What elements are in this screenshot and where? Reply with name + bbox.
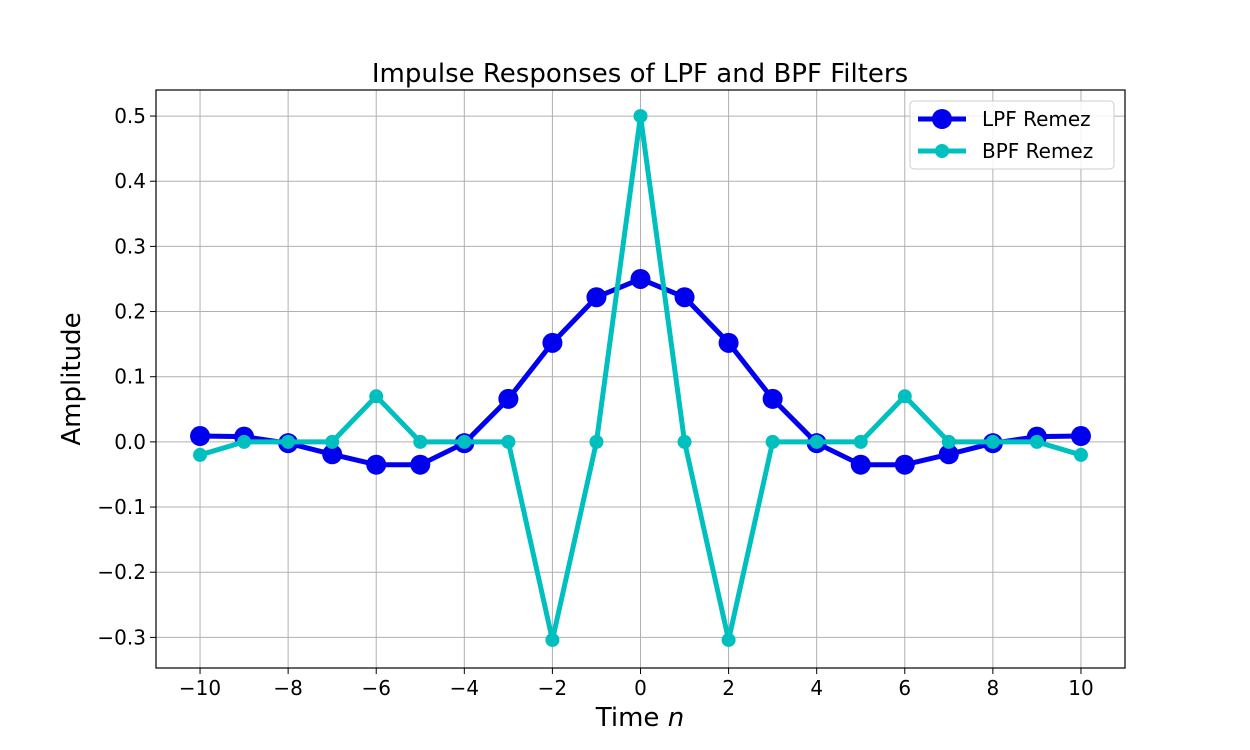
y-tick-label: −0.1 <box>97 495 146 519</box>
data-point <box>498 388 519 409</box>
data-point <box>413 434 428 449</box>
y-tick-label: 0.2 <box>114 300 146 324</box>
legend: LPF Remez BPF Remez <box>909 100 1115 170</box>
data-point <box>586 287 607 308</box>
data-point <box>190 426 211 447</box>
x-tick-label: −6 <box>361 676 390 700</box>
data-point <box>894 454 915 475</box>
data-point <box>369 389 384 404</box>
x-tick-label: −4 <box>450 676 479 700</box>
x-tick-label: −10 <box>179 676 221 700</box>
data-point <box>985 434 1000 449</box>
data-point <box>501 434 516 449</box>
data-point <box>897 389 912 404</box>
legend-label: LPF Remez <box>982 107 1091 131</box>
x-tick-label: 6 <box>898 676 911 700</box>
y-tick-label: 0.0 <box>114 430 146 454</box>
x-axis-label-var: n <box>668 703 684 733</box>
x-tick-label: −8 <box>273 676 302 700</box>
data-point <box>325 434 340 449</box>
legend-label: BPF Remez <box>982 139 1093 163</box>
x-axis-label-text: Time <box>595 703 660 733</box>
data-point <box>674 287 695 308</box>
data-point <box>457 434 472 449</box>
y-tick-label: −0.2 <box>97 560 146 584</box>
data-point <box>718 332 739 353</box>
data-point <box>237 434 252 449</box>
data-point <box>1070 426 1091 447</box>
data-point <box>542 332 563 353</box>
x-tick-label: 8 <box>986 676 999 700</box>
y-axis-label: Amplitude <box>57 312 87 445</box>
data-point <box>1073 447 1088 462</box>
y-tick-label: 0.3 <box>114 234 146 258</box>
data-point <box>366 454 387 475</box>
data-point <box>630 268 651 289</box>
x-tick-label: 4 <box>810 676 823 700</box>
series-layer <box>190 109 1091 647</box>
data-point <box>410 454 431 475</box>
chart-title: Impulse Responses of LPF and BPF Filters <box>372 59 908 89</box>
y-tick-label: −0.3 <box>97 625 146 649</box>
data-point <box>762 388 783 409</box>
y-tick-label: 0.1 <box>114 365 146 389</box>
data-point <box>853 434 868 449</box>
x-tick-label: −2 <box>538 676 567 700</box>
data-point <box>322 444 343 465</box>
y-tick-label: 0.5 <box>114 104 146 128</box>
legend-marker <box>935 144 949 158</box>
x-tick-label: 2 <box>722 676 735 700</box>
data-point <box>281 434 296 449</box>
y-tick-label: 0.4 <box>114 169 146 193</box>
data-point <box>589 434 604 449</box>
x-tick-label: 0 <box>634 676 647 700</box>
data-point <box>765 434 780 449</box>
data-point <box>809 434 824 449</box>
data-point <box>193 447 208 462</box>
data-point <box>545 632 560 647</box>
legend-marker <box>932 109 952 129</box>
data-point <box>721 632 736 647</box>
grid <box>156 90 1125 668</box>
x-axis-label: Time n <box>595 703 684 733</box>
data-point <box>850 454 871 475</box>
data-point <box>941 434 956 449</box>
data-point <box>633 109 648 124</box>
data-point <box>1029 434 1044 449</box>
ticks: −10 −8 −6 −4 −2 0 2 4 6 8 10 −0.3 −0.2 −0.1 0.0 0.1 0.2 0… <box>97 104 1093 700</box>
data-point <box>677 434 692 449</box>
x-tick-label: 10 <box>1068 676 1093 700</box>
data-point <box>938 444 959 465</box>
